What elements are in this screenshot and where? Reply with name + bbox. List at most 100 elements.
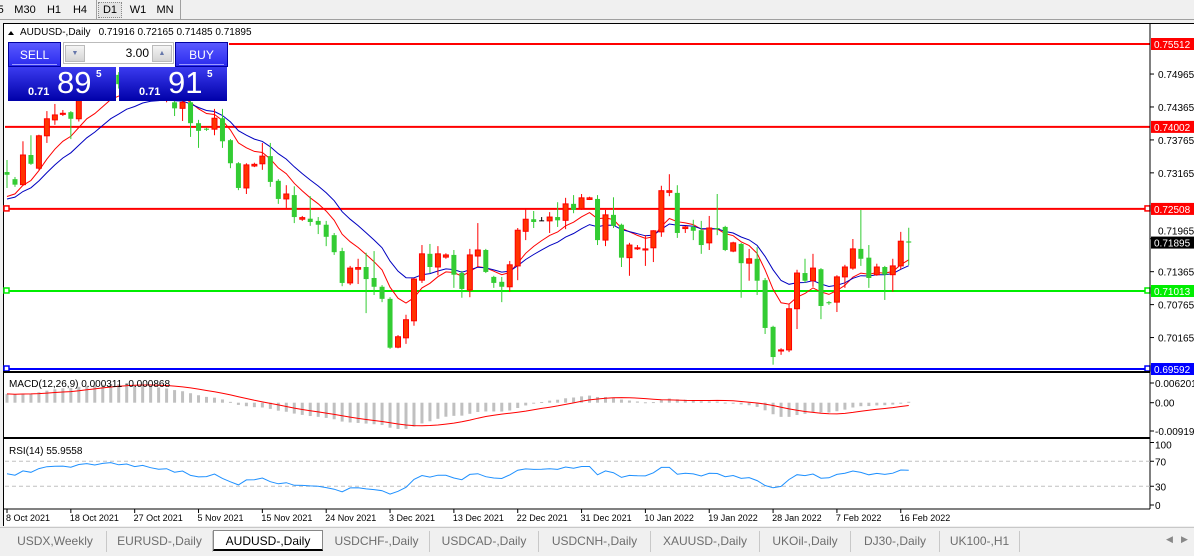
candle-body <box>786 308 793 351</box>
sell-button[interactable]: SELL <box>8 42 61 67</box>
candle-body <box>514 229 521 267</box>
timeframe-h4[interactable]: H4 <box>72 4 88 16</box>
timeframe-mn[interactable]: MN <box>156 4 174 16</box>
candle <box>451 249 457 288</box>
candle <box>506 260 513 292</box>
timeframe-h1[interactable]: H1 <box>46 4 62 16</box>
tabs-scroll-left-icon[interactable]: ◀ <box>1166 534 1173 544</box>
macd-histogram-bar <box>867 402 871 407</box>
macd-histogram-bar <box>268 402 272 409</box>
tabs-scroll-right-icon[interactable]: ▶ <box>1181 534 1188 544</box>
timeframe-m15[interactable]: M15 <box>0 4 4 16</box>
macd-histogram-bar <box>228 401 232 403</box>
level-handle-icon[interactable] <box>3 365 10 372</box>
candle-body <box>68 112 74 119</box>
chart-window[interactable] <box>3 23 1194 526</box>
macd-histogram-bar <box>252 402 256 408</box>
tab-usdx-weekly[interactable]: USDX,Weekly <box>4 531 107 552</box>
candle <box>466 248 473 298</box>
tab-uk100-h1[interactable]: UK100-,H1 <box>940 531 1020 552</box>
candle-body <box>882 267 888 275</box>
buy-price-button[interactable]: 0.71 91 5 <box>119 65 227 101</box>
sell-price-button[interactable]: 0.71 89 5 <box>8 65 116 101</box>
candle-body <box>706 227 713 244</box>
candle-body <box>235 163 241 188</box>
candle-body <box>674 192 680 233</box>
lot-size-field[interactable]: ▼ 3.00 ▲ <box>63 42 174 64</box>
buy-button[interactable]: BUY <box>175 42 228 67</box>
candle <box>786 303 793 353</box>
candle <box>387 297 393 349</box>
candle-body <box>403 319 409 339</box>
macd-histogram-bar <box>452 402 456 416</box>
candle <box>746 248 753 281</box>
level-price-tag <box>1151 120 1194 133</box>
macd-histogram-bar <box>61 388 65 403</box>
candle-body <box>427 253 433 268</box>
candle-body <box>227 140 233 164</box>
candle-body <box>243 164 250 189</box>
collapse-triangle-icon[interactable] <box>8 31 14 35</box>
candle-body <box>172 102 178 109</box>
tab-usdchf-daily[interactable]: USDCHF-,Daily <box>324 531 430 552</box>
candle <box>666 174 673 197</box>
timeframe-m30[interactable]: M30 <box>14 4 36 16</box>
timeframe-w1[interactable]: W1 <box>129 4 147 16</box>
candle-body <box>690 226 696 231</box>
tab-usdcad-daily[interactable]: USDCAD-,Daily <box>430 531 539 552</box>
level-handle-icon[interactable] <box>3 287 10 294</box>
lot-decrease-icon[interactable]: ▼ <box>65 45 85 62</box>
macd-histogram-bar <box>580 396 584 403</box>
candle <box>283 185 290 209</box>
level-handle-icon[interactable] <box>1144 205 1151 212</box>
candle <box>658 185 665 237</box>
candle <box>730 241 737 253</box>
macd-axis-label: -0.009197 <box>1155 427 1194 438</box>
timeframe-d1[interactable]: D1 <box>98 2 122 18</box>
candle <box>841 264 848 288</box>
candle <box>259 142 266 170</box>
macd-histogram-bar <box>875 402 879 406</box>
tab-eurusd-daily[interactable]: EURUSD-,Daily <box>107 531 213 552</box>
lot-increase-icon[interactable]: ▲ <box>152 45 172 62</box>
candle-body <box>595 198 601 241</box>
level-handle-icon[interactable] <box>1144 287 1151 294</box>
candle-body <box>483 249 489 272</box>
candle-body <box>714 228 720 230</box>
tab-usdcnh-daily[interactable]: USDCNH-,Daily <box>539 531 651 552</box>
tab-ukoil-daily[interactable]: UKOil-,Daily <box>760 531 851 552</box>
candle <box>562 197 569 230</box>
macd-histogram-bar <box>468 402 472 414</box>
candle-body <box>571 203 577 210</box>
candle-body <box>355 267 362 270</box>
candle <box>531 211 537 229</box>
macd-histogram-bar <box>125 384 129 403</box>
candle-body <box>794 272 801 310</box>
macd-histogram-bar <box>675 399 679 403</box>
date-label: 18 Oct 2021 <box>70 513 119 523</box>
candle <box>188 99 194 137</box>
candle-body <box>4 172 10 175</box>
macd-histogram-bar <box>500 402 504 412</box>
candle <box>555 202 561 227</box>
candle <box>794 269 801 330</box>
macd-histogram-bar <box>588 395 592 403</box>
candle-body <box>562 203 569 221</box>
candle-body <box>506 264 513 288</box>
candle-body <box>12 179 18 185</box>
candle <box>690 219 696 241</box>
candle-body <box>219 118 225 142</box>
level-handle-icon[interactable] <box>3 205 10 212</box>
tab-dj30-daily[interactable]: DJ30-,Daily <box>851 531 940 552</box>
candle <box>682 225 689 233</box>
lot-size-value[interactable]: 3.00 <box>125 46 149 60</box>
candle <box>59 109 66 117</box>
candle <box>738 242 744 298</box>
candle <box>251 162 258 168</box>
tab-audusd-daily[interactable]: AUDUSD-,Daily <box>213 530 323 551</box>
macd-histogram-bar <box>540 401 544 403</box>
candle-body <box>395 336 402 348</box>
tab-xauusd-daily[interactable]: XAUUSD-,Daily <box>651 531 760 552</box>
level-handle-icon[interactable] <box>1144 365 1151 372</box>
